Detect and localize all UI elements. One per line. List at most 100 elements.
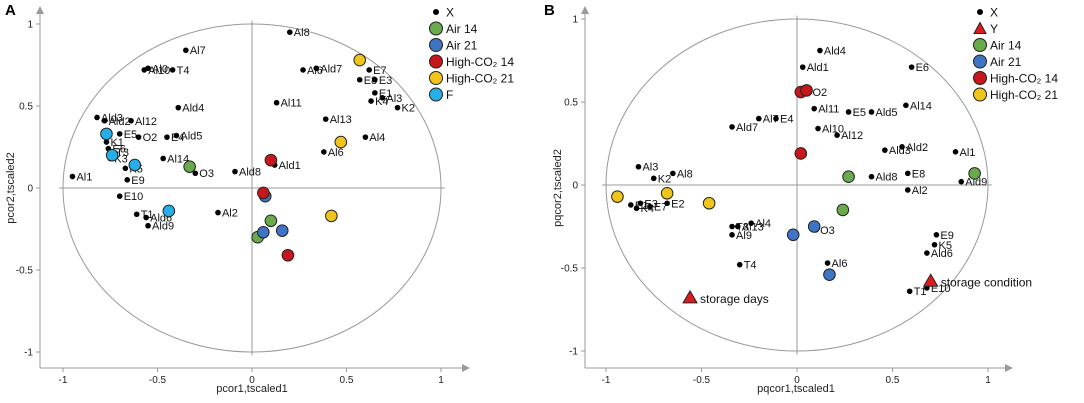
panel-b-legend-label: Y xyxy=(990,22,998,36)
panel-a-variable-label: Al3 xyxy=(386,93,402,105)
panel-b-variable-label: E6 xyxy=(916,62,929,74)
panel-a-sample-air21 xyxy=(275,224,289,237)
panel-b-variable-label: Al4 xyxy=(755,218,771,230)
panel-a-sample-co2_21 xyxy=(334,135,348,149)
panel-b-variable-label: E5 xyxy=(853,107,866,119)
panel-a-sample-f xyxy=(105,148,119,162)
panel-a-variable-label: Ald7 xyxy=(320,63,342,75)
panel-a-variable-dot xyxy=(145,222,151,229)
panel-a-sample-air14 xyxy=(183,160,196,173)
panel-a-variable-dot xyxy=(143,214,149,221)
panel-a-y-tick-label: -0.5 xyxy=(16,266,34,277)
panel-a-variable-label: Al6 xyxy=(328,147,344,159)
panel-a-variable-label: Al0 xyxy=(152,63,168,75)
panel-b-legend-label: High-CO₂ 21 xyxy=(990,88,1058,102)
panel-a-variable-label: Ald5 xyxy=(180,131,202,143)
panel-b-variable-label: Al1 xyxy=(960,147,976,159)
panel-a-variable-dot xyxy=(232,168,238,175)
panel-a-x-axis-arrow xyxy=(462,364,470,372)
panel-b-y-tick-label: -0.5 xyxy=(561,264,579,275)
panel-a-legend-label: Air 21 xyxy=(446,39,478,53)
panel-a-sample-co2_14 xyxy=(264,153,278,167)
panel-a-sample-f xyxy=(162,204,176,218)
panel-a-variable-dot xyxy=(300,67,306,73)
panel-a-variable-label: O2 xyxy=(143,132,158,144)
panel-a-variable-dot xyxy=(169,67,176,73)
panel-a-sample-f xyxy=(100,127,113,141)
panel-a-variable-label: Al2 xyxy=(222,208,238,220)
panel-b-variable-dot xyxy=(933,232,940,238)
panel-b-variable-dot xyxy=(834,132,840,138)
panel-b-variable-dot xyxy=(958,178,965,185)
panel-a-variable-dot xyxy=(116,131,123,137)
panel-a-letter: A xyxy=(5,2,16,19)
panel-b-y-tick-label: -1 xyxy=(569,347,578,358)
panel-a-legend-marker xyxy=(429,71,443,85)
panel-b-variable-dot xyxy=(729,223,735,230)
panel-b-variable-dot xyxy=(868,173,875,180)
panel-b-sample-air14 xyxy=(968,167,981,180)
panel-a-variable-label: Al11 xyxy=(281,98,302,110)
panel-a-variable-label: Al8 xyxy=(294,27,310,39)
panel-a-legend-label: Air 14 xyxy=(446,22,478,36)
panel-b-variable-dot xyxy=(952,149,959,155)
panel-a-variable-dot xyxy=(215,209,221,216)
panel-a-variable-label: K2 xyxy=(402,103,415,115)
panel-a-variable-label: E5 xyxy=(124,129,137,141)
panel-a-variable-dot xyxy=(128,117,134,124)
panel-b-variable-label: E2 xyxy=(671,198,684,210)
panel-a-legend-marker xyxy=(429,21,443,36)
panel-b-x-axis-arrow xyxy=(1005,364,1013,372)
panel-b-variable-label: Ald7 xyxy=(736,122,758,134)
panel-b-responses: storage days storage condition xyxy=(682,273,1032,306)
panel-a-legend-marker xyxy=(429,38,443,52)
panel-a-x-tick-label: 0 xyxy=(249,375,255,386)
panel-a-sample-co2_14 xyxy=(281,248,295,262)
panel-a-variable-label: Al14 xyxy=(167,153,189,165)
panel-a-variable-dot xyxy=(103,139,110,145)
panel-a-variable-label: E3 xyxy=(379,75,392,87)
panel-b-y-axis-arrow xyxy=(581,6,589,14)
panel-a-variable-dot xyxy=(394,104,401,111)
panel-b-variable-label: E7 xyxy=(654,202,667,214)
panel-a-variable-dot xyxy=(116,193,123,199)
panel-b-variable-dot xyxy=(734,223,741,230)
panel-b-legend: XY Air 14 Air 21 High-CO₂ 14 High-CO₂ 21 xyxy=(973,6,1058,102)
panel-b-variable-label: Al9 xyxy=(736,230,752,242)
panel-b-variable-dot xyxy=(904,187,911,193)
panel-a-variable-dot xyxy=(160,155,166,162)
panel-a-y-axis-arrow xyxy=(36,6,44,14)
panel-b-sample-air21 xyxy=(807,220,821,233)
panel-a-legend-marker xyxy=(429,87,443,102)
panel-b-variable-label: E4 xyxy=(780,114,793,126)
panel-b-sample-co2_14 xyxy=(800,84,813,97)
panel-b-sample-co2_14 xyxy=(794,147,808,160)
panel-a-variable-label: E7 xyxy=(373,65,386,77)
panel-a-variable-label: Al12 xyxy=(135,116,157,128)
panel-b-legend-label: Air 14 xyxy=(990,39,1022,53)
panel-b-legend-marker xyxy=(973,71,987,85)
panel-b-variable-dot xyxy=(924,250,930,256)
panel-a-variable-label: Ald2 xyxy=(109,116,131,128)
panel-b-variable-label: Ald4 xyxy=(824,46,846,58)
panel-b-variable-dot xyxy=(664,200,670,207)
panel-b-sample-air14 xyxy=(836,203,850,217)
panel-b-variable-dot xyxy=(811,105,817,112)
panel-a-ticks: -1 -0.5 0 0.5 1 -1 -0.5 0 0.5 1 xyxy=(16,20,444,387)
panel-a-legend-label: High-CO₂ 21 xyxy=(446,72,514,86)
panel-a-variable-label: Ald4 xyxy=(182,103,204,115)
panel-a-sample-co2_14 xyxy=(257,186,270,200)
panel-a-variable-label: Al6 xyxy=(307,65,323,77)
panel-b-x-tick-label: -1 xyxy=(602,375,611,386)
panel-a-variable-label: Al13 xyxy=(330,114,352,126)
panel-b-variable-dot xyxy=(799,64,806,70)
panel-b-variable-dot xyxy=(650,175,657,182)
panel-b-legend-label: Air 21 xyxy=(990,55,1022,69)
panel-a-variable-dot xyxy=(164,134,170,140)
panel-b-legend-marker xyxy=(973,21,987,34)
panel-b-sample-co2_21 xyxy=(702,196,716,210)
panel-b-legend-label: X xyxy=(990,6,998,20)
panel-a-sample-f xyxy=(128,158,142,172)
panel-b-variable-label: T4 xyxy=(744,260,757,272)
panel-b-legend-marker xyxy=(973,54,987,69)
